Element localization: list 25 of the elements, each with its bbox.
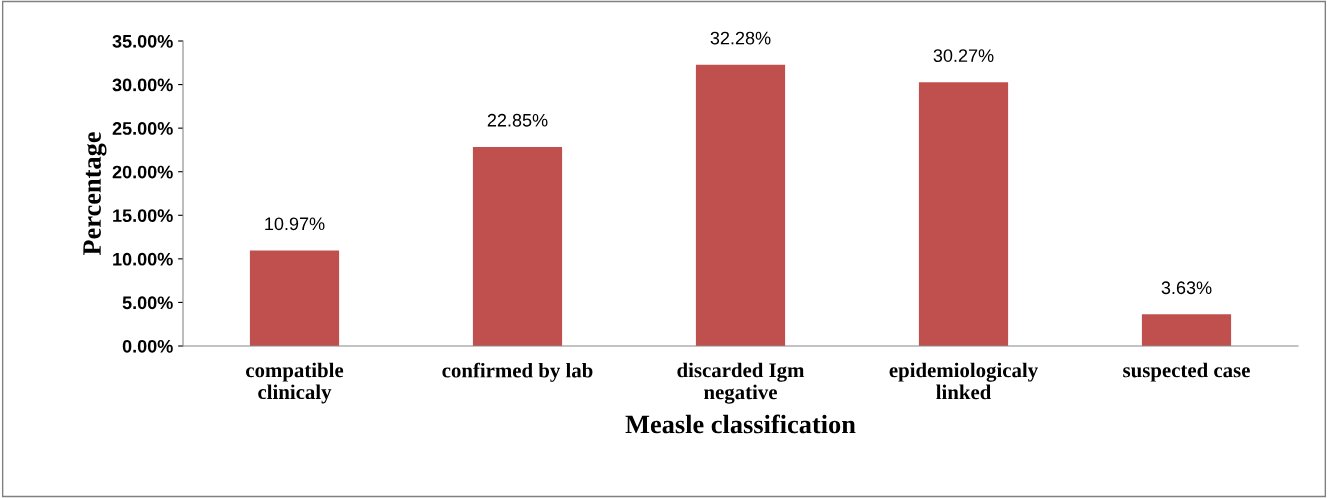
bar: [472, 146, 563, 346]
bar: [249, 250, 340, 346]
y-tick-label: 20.00%: [112, 165, 173, 179]
y-tick-label: 5.00%: [122, 296, 173, 310]
x-tick-label: compatible clinicaly: [246, 362, 344, 404]
y-tick-label: 15.00%: [113, 209, 173, 223]
y-tick-label: 25.00%: [112, 122, 173, 135]
data-label: 32.28%: [710, 31, 771, 45]
data-label: 22.85%: [487, 113, 548, 127]
data-label: 30.27%: [933, 49, 994, 62]
x-axis-title: Measle classification: [625, 414, 856, 434]
data-label: 3.63%: [1161, 281, 1212, 295]
y-axis-title: Percentage: [83, 132, 107, 256]
bar: [1141, 314, 1232, 346]
y-tick-label: 35.00%: [112, 34, 173, 48]
y-tick-label: 30.00%: [112, 78, 173, 92]
bar: [918, 82, 1009, 346]
data-label: 10.97%: [265, 217, 325, 231]
x-tick-label: suspected case: [1123, 362, 1250, 382]
x-tick-label: confirmed by lab: [442, 362, 593, 382]
x-tick-label: discarded Igm negative: [677, 362, 805, 404]
bar: [695, 64, 786, 346]
x-tick-label: epidemiologicaly linked: [889, 362, 1038, 400]
y-tick-label: 0.00%: [122, 339, 173, 353]
y-tick-label: 10.00%: [113, 252, 173, 266]
